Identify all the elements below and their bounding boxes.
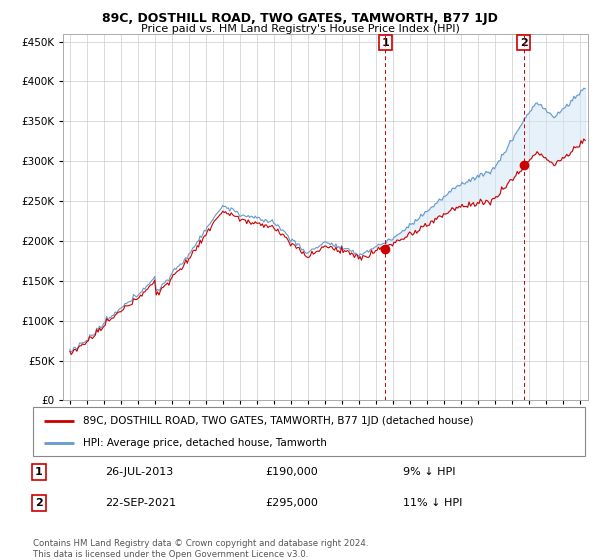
Text: £190,000: £190,000: [265, 466, 317, 477]
Text: 22-SEP-2021: 22-SEP-2021: [105, 498, 176, 508]
Text: 1: 1: [382, 38, 389, 48]
Text: 26-JUL-2013: 26-JUL-2013: [105, 466, 173, 477]
Text: HPI: Average price, detached house, Tamworth: HPI: Average price, detached house, Tamw…: [83, 437, 326, 447]
Text: 9% ↓ HPI: 9% ↓ HPI: [403, 466, 455, 477]
Text: 11% ↓ HPI: 11% ↓ HPI: [403, 498, 462, 508]
Text: 89C, DOSTHILL ROAD, TWO GATES, TAMWORTH, B77 1JD: 89C, DOSTHILL ROAD, TWO GATES, TAMWORTH,…: [102, 12, 498, 25]
Text: Contains HM Land Registry data © Crown copyright and database right 2024.
This d: Contains HM Land Registry data © Crown c…: [33, 539, 368, 559]
FancyBboxPatch shape: [33, 407, 585, 456]
Text: 89C, DOSTHILL ROAD, TWO GATES, TAMWORTH, B77 1JD (detached house): 89C, DOSTHILL ROAD, TWO GATES, TAMWORTH,…: [83, 416, 473, 426]
Text: 1: 1: [35, 466, 43, 477]
Text: 2: 2: [520, 38, 527, 48]
Text: Price paid vs. HM Land Registry's House Price Index (HPI): Price paid vs. HM Land Registry's House …: [140, 24, 460, 34]
Text: 2: 2: [35, 498, 43, 508]
Text: £295,000: £295,000: [265, 498, 318, 508]
